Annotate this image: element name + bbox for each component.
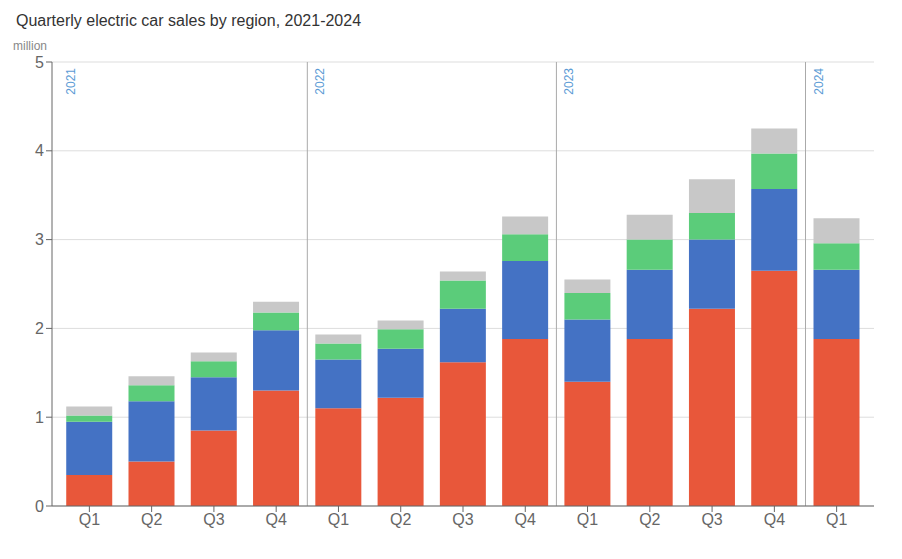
svg-text:5: 5 — [35, 54, 44, 71]
svg-text:Q2: Q2 — [639, 511, 660, 528]
svg-text:2022: 2022 — [313, 68, 327, 95]
svg-text:2023: 2023 — [562, 68, 576, 95]
svg-text:4: 4 — [35, 142, 44, 159]
svg-text:Q3: Q3 — [203, 511, 224, 528]
svg-text:Q1: Q1 — [79, 511, 100, 528]
svg-text:2024: 2024 — [812, 68, 826, 95]
svg-text:3: 3 — [35, 231, 44, 248]
svg-text:Q1: Q1 — [826, 511, 847, 528]
svg-text:Q4: Q4 — [764, 511, 785, 528]
svg-text:2: 2 — [35, 320, 44, 337]
svg-text:Q1: Q1 — [577, 511, 598, 528]
svg-text:Q4: Q4 — [515, 511, 536, 528]
svg-text:2021: 2021 — [64, 68, 78, 95]
svg-text:Q1: Q1 — [328, 511, 349, 528]
svg-text:0: 0 — [35, 498, 44, 515]
html-text:Quarterly electric car sales b: Quarterly electric car sales by region, … — [16, 12, 362, 29]
svg-text:Q2: Q2 — [390, 511, 411, 528]
svg-text:Q4: Q4 — [266, 511, 287, 528]
svg-text:1: 1 — [35, 409, 44, 426]
svg-text:Q3: Q3 — [452, 511, 473, 528]
svg-text:Q2: Q2 — [141, 511, 162, 528]
svg-text:million: million — [13, 39, 47, 53]
svg-text:Q3: Q3 — [701, 511, 722, 528]
